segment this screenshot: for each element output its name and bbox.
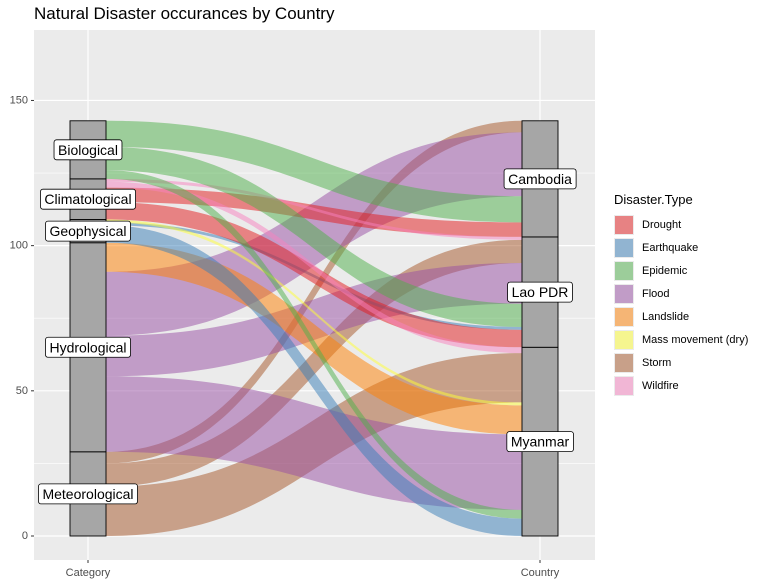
stratum-label-text: Meteorological — [42, 486, 133, 502]
legend-label: Epidemic — [642, 264, 688, 277]
x-tick-label: Country — [521, 567, 560, 579]
legend-swatch — [615, 353, 633, 372]
flows — [106, 120, 522, 537]
stratum-label-box — [40, 188, 136, 210]
stratum-labels: Meteorological Hydrological Geophysical Cli… — [38, 139, 577, 505]
stratum-label-box — [506, 431, 574, 453]
legend-key — [614, 306, 634, 327]
axes: 0 50 100 150 Category Country — [10, 94, 560, 579]
legend-swatch — [615, 307, 633, 326]
legend-item-epidemic: Epidemic — [614, 259, 748, 282]
stratum-label-cambodia: Cambodia — [503, 168, 577, 190]
stratum-label-text: Geophysical — [49, 223, 126, 239]
legend-label: Drought — [642, 218, 682, 231]
legend-item-earthquake: Earthquake — [614, 236, 748, 259]
legend-key — [614, 329, 634, 350]
legend-swatch — [615, 215, 633, 234]
legend: Disaster.Type Drought Earthquake Epidemic F… — [614, 192, 748, 397]
legend-key — [614, 283, 634, 304]
legend-label: Storm — [642, 356, 672, 369]
stratum-label-box — [45, 336, 131, 358]
flow-geophysical-myanmar-mass-movement-dry — [106, 219, 522, 406]
legend-key — [614, 214, 634, 235]
stratum-label-box — [45, 220, 131, 242]
legend-swatch — [615, 330, 633, 349]
legend-label: Mass movement (dry) — [642, 333, 749, 346]
legend-item-wildfire: Wildfire — [614, 374, 748, 397]
flow-meteorological-cambodia-storm — [106, 120, 522, 464]
stratum-label-text: Biological — [58, 142, 118, 158]
chart-title: Natural Disaster occurances by Country — [34, 4, 335, 23]
flow-geophysical-myanmar-earthquake — [106, 225, 522, 537]
stratum-label-climatological: Climatological — [40, 188, 136, 210]
y-tick-label: 150 — [10, 94, 28, 106]
stratum-label-text: Climatological — [44, 191, 131, 207]
legend-item-flood: Flood — [614, 282, 748, 305]
stratum-label-text: Lao PDR — [512, 284, 569, 300]
legend-key — [614, 237, 634, 258]
legend-swatch — [615, 284, 633, 303]
legend-label: Wildfire — [642, 379, 679, 392]
stratum-label-hydrological: Hydrological — [45, 336, 131, 358]
legend-label: Flood — [642, 287, 670, 300]
flow-biological-lao-pdr-epidemic — [106, 146, 522, 327]
stratum-label-box — [503, 168, 577, 190]
stratum-label-geophysical: Geophysical — [45, 220, 131, 242]
flow-biological-myanmar-epidemic — [106, 170, 522, 519]
legend-item-landslide: Landslide — [614, 305, 748, 328]
legend-swatch — [615, 261, 633, 280]
legend-item-mass-movement-dry: Mass movement (dry) — [614, 328, 748, 351]
stratum-label-biological: Biological — [53, 139, 123, 161]
x-tick-label: Category — [66, 567, 111, 579]
y-tick-label: 50 — [16, 385, 28, 397]
legend-key — [614, 375, 634, 396]
legend-key — [614, 352, 634, 373]
stratum-label-box — [38, 483, 138, 505]
stratum-label-lao-pdr: Lao PDR — [507, 281, 573, 303]
legend-item-drought: Drought — [614, 213, 748, 236]
flow-biological-cambodia-epidemic — [106, 120, 522, 223]
flow-climatological-lao-pdr-drought — [106, 202, 522, 348]
legend-title: Disaster.Type — [614, 192, 693, 207]
stratum-label-myanmar: Myanmar — [506, 431, 574, 453]
flow-climatological-myanmar-wildfire — [106, 181, 522, 354]
legend-key — [614, 260, 634, 281]
legend-label: Landslide — [642, 310, 690, 323]
legend-swatch — [615, 238, 633, 257]
stratum-label-box — [507, 281, 573, 303]
flow-hydrological-myanmar-landslide — [106, 242, 522, 435]
stratum-label-text: Myanmar — [511, 434, 570, 450]
legend-label: Earthquake — [642, 241, 699, 254]
stratum-label-meteorological: Meteorological — [38, 483, 138, 505]
stratum-label-text: Hydrological — [49, 339, 126, 355]
y-tick-label: 0 — [22, 530, 28, 542]
y-tick-label: 100 — [10, 240, 28, 252]
flow-climatological-lao-pdr-wildfire — [106, 178, 522, 240]
legend-swatch — [615, 376, 633, 395]
stratum-label-text: Cambodia — [508, 171, 572, 187]
stratum-label-box — [53, 139, 123, 161]
legend-item-storm: Storm — [614, 351, 748, 374]
flow-meteorological-lao-pdr-storm — [106, 239, 522, 487]
